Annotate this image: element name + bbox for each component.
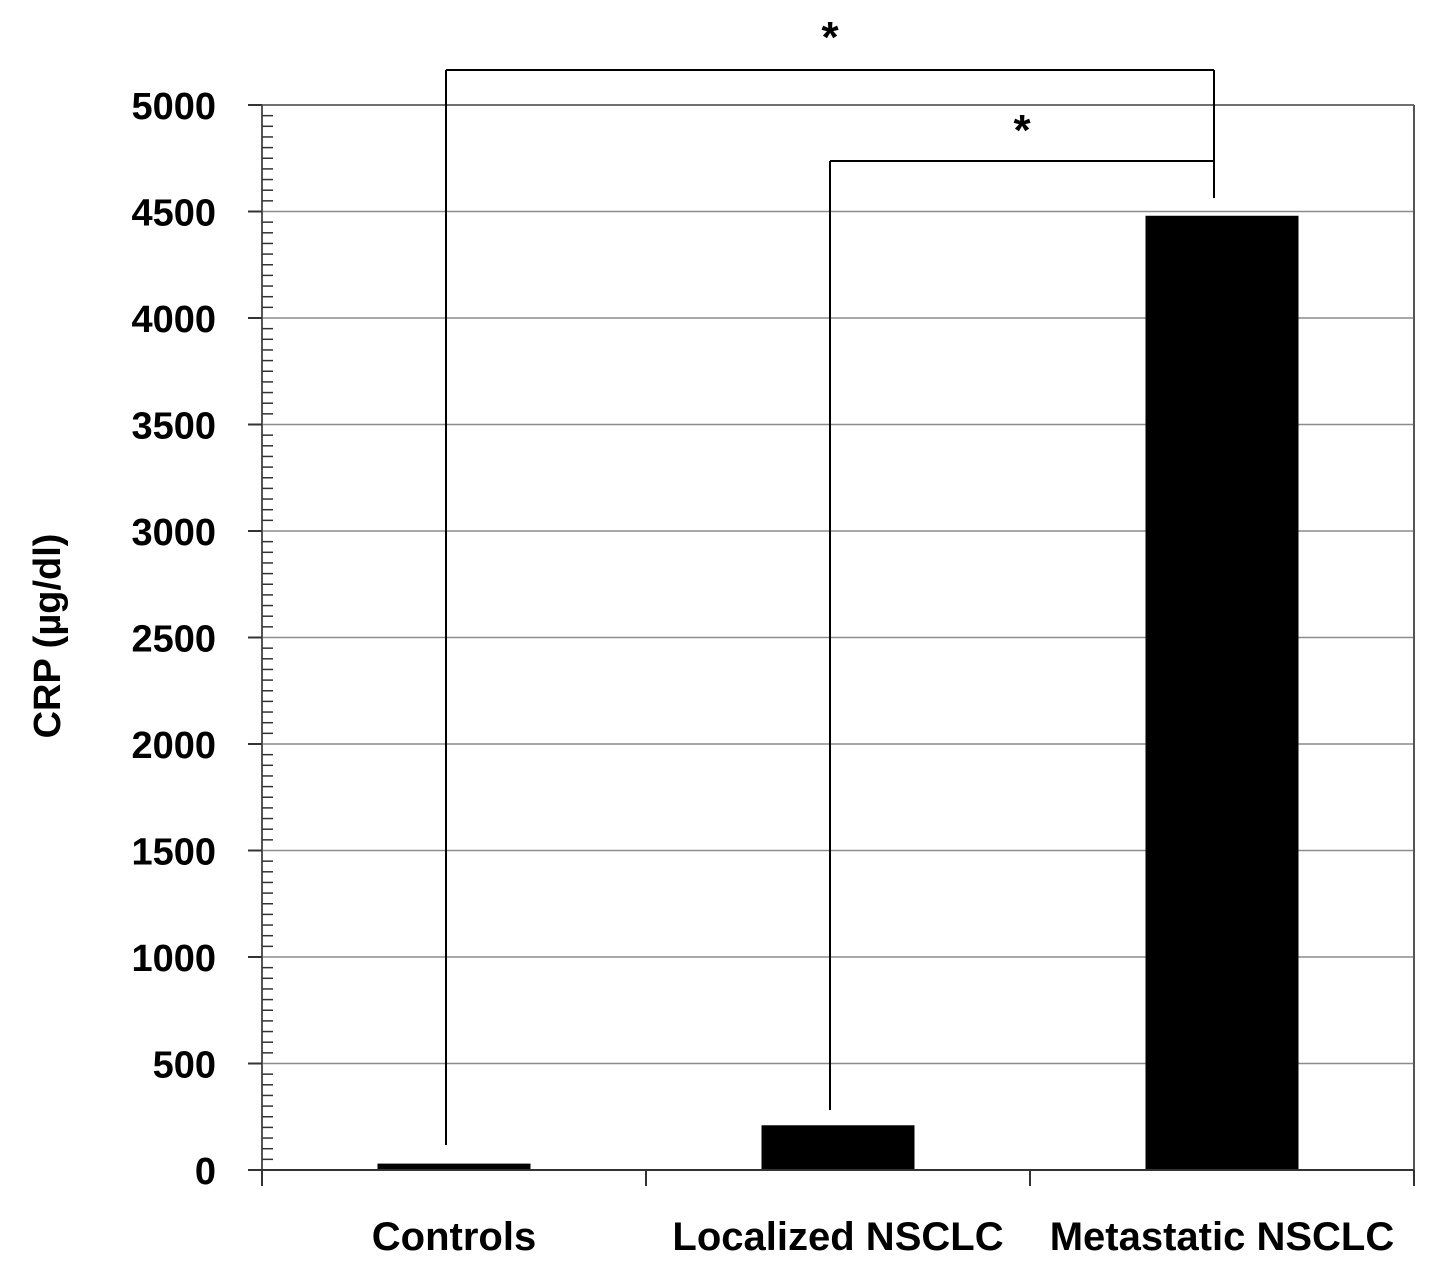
x-tick-label: Localized NSCLC <box>672 1215 1003 1259</box>
bars <box>377 215 1299 1170</box>
y-tick-label: 2500 <box>131 619 216 661</box>
y-tick-label: 4000 <box>131 299 216 341</box>
y-axis-label: CRP (µg/dl) <box>27 534 69 739</box>
bar-2 <box>1145 215 1299 1170</box>
y-tick-label: 0 <box>195 1151 216 1193</box>
significance-label: * <box>821 13 839 62</box>
y-tick-label: 4500 <box>131 193 216 235</box>
x-tick-labels: Controls Localized NSCLC Metastatic NSCLC <box>372 1215 1394 1259</box>
y-tick-label: 3500 <box>131 406 216 448</box>
y-tick-label: 1500 <box>131 832 216 874</box>
y-tick-labels: 0 500 1000 1500 2000 2500 3000 3500 4000 4500 5000 <box>131 86 216 1193</box>
bar-1 <box>761 1125 915 1170</box>
y-tick-label: 5000 <box>131 86 216 128</box>
y-tick-label: 2000 <box>131 725 216 767</box>
significance-brackets: ** <box>445 13 1215 1145</box>
x-tick-label: Metastatic NSCLC <box>1050 1215 1395 1259</box>
y-tick-label: 500 <box>153 1045 216 1087</box>
y-tick-label: 3000 <box>131 512 216 554</box>
bar-0 <box>377 1163 531 1170</box>
y-tick-label: 1000 <box>131 938 216 980</box>
axes <box>248 104 1415 1186</box>
significance-label: * <box>1013 106 1031 155</box>
x-tick-label: Controls <box>372 1215 536 1259</box>
